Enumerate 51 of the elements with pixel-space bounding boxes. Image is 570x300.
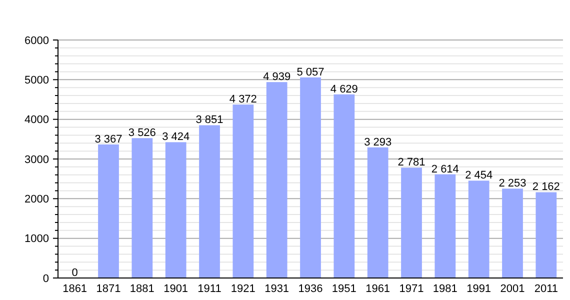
y-tick-label: 4000 [24,114,49,126]
data-label: 3 367 [94,133,122,146]
x-tick-label: 1936 [298,283,323,295]
bar [199,125,220,278]
x-tick-label: 1991 [466,283,492,295]
y-tick-label: 6000 [24,34,49,47]
data-label: 2 614 [431,163,459,176]
x-tick-label: 1981 [432,283,458,295]
data-label: 2 781 [398,156,426,169]
data-label: 4 629 [330,83,358,96]
data-label: 4 372 [229,94,257,106]
y-tick-label: 1000 [24,233,49,246]
x-tick-label: 1951 [332,283,356,295]
x-tick-label: 1871 [96,283,121,295]
y-tick-label: 0 [42,272,49,285]
data-label: 3 526 [128,127,156,140]
x-tick-label: 1911 [198,283,222,295]
bar [401,168,422,278]
x-tick-label: 1961 [366,283,390,295]
data-label: 2 454 [465,170,493,182]
bar [434,174,456,278]
data-label: 3 424 [162,131,190,144]
data-label: 3 293 [364,136,392,148]
x-tick-label: 1901 [164,283,188,295]
data-label: 0 [72,267,78,279]
data-label: 5 057 [296,66,324,78]
data-label: 3 851 [196,114,224,126]
x-tick-label: 2011 [534,283,558,295]
y-tick-label: 5000 [24,74,49,87]
y-tick-label: 2000 [24,194,49,206]
data-label: 2 253 [498,178,526,190]
bar [132,138,153,278]
bar [536,192,557,278]
bar [334,94,355,278]
bar [502,188,523,278]
data-label: 4 939 [263,71,291,84]
x-tick-label: 1881 [130,283,154,295]
x-tick-label: 1921 [230,283,256,295]
bar [232,104,254,278]
bar [266,82,288,278]
x-tick-label: 2001 [500,283,525,295]
data-label: 2 162 [532,181,560,194]
bar [468,180,490,278]
x-tick-label: 1931 [264,283,290,295]
bar [165,142,186,278]
bar [367,147,388,278]
x-tick-label: 1861 [62,283,88,295]
bar [98,144,119,278]
bar [300,77,321,278]
y-tick-label: 3000 [24,154,49,166]
x-tick-label: 1971 [399,283,424,295]
